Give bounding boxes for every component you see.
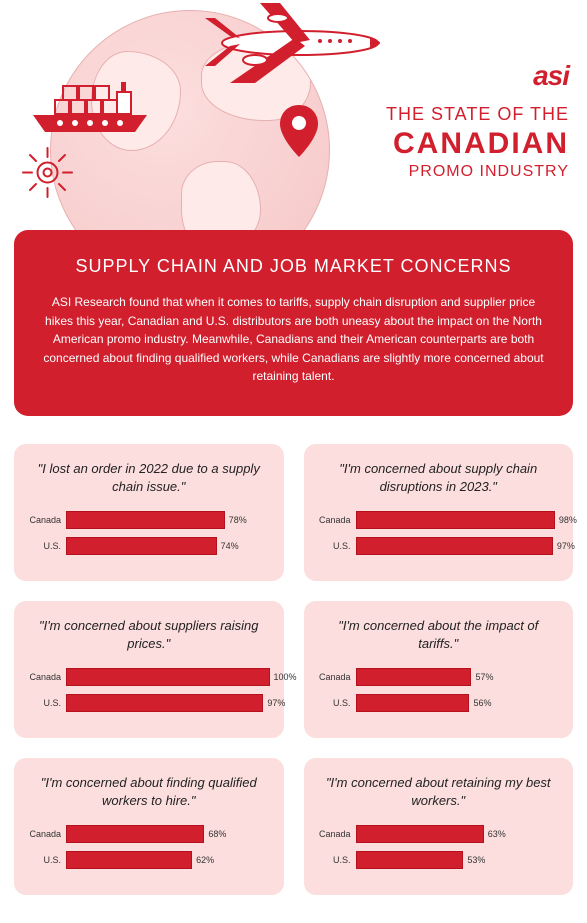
cargo-ship-icon [25, 70, 155, 145]
bar-fill [356, 694, 470, 712]
bar-row: U.S. 62% [28, 851, 270, 869]
bar-category-label: Canada [318, 672, 356, 682]
bar-fill [356, 668, 472, 686]
location-pin-icon [280, 105, 318, 162]
chart-grid: "I lost an order in 2022 due to a supply… [0, 444, 587, 923]
chart-card: "I'm concerned about retaining my best w… [304, 758, 574, 895]
chart-statement: "I'm concerned about retaining my best w… [318, 774, 560, 809]
bar-track: 78% [66, 511, 270, 529]
chart-statement: "I'm concerned about supply chain disrup… [318, 460, 560, 495]
bar-fill [66, 851, 192, 869]
bar-fill [66, 668, 270, 686]
bar-row: U.S.97% [28, 694, 270, 712]
bar-category-label: Canada [28, 672, 66, 682]
bar-value-label: 68% [208, 829, 226, 839]
bar-track: 62% [66, 851, 270, 869]
bar-category-label: U.S. [28, 541, 66, 551]
bar-category-label: U.S. [28, 855, 66, 865]
bar-category-label: Canada [28, 515, 66, 525]
bar-fill [66, 694, 263, 712]
bar-row: Canada 68% [28, 825, 270, 843]
chart-card: "I'm concerned about the impact of tarif… [304, 601, 574, 738]
bar-track: 53% [356, 851, 560, 869]
bar-value-label: 100% [274, 672, 297, 682]
title-block: asi THE STATE OF THE CANADIAN PROMO INDU… [386, 60, 569, 181]
title-line-1: THE STATE OF THE [386, 104, 569, 125]
bar-fill [66, 511, 225, 529]
chart-statement: "I lost an order in 2022 due to a supply… [28, 460, 270, 495]
bar-row: Canada100% [28, 668, 270, 686]
bar-row: U.S.97% [318, 537, 560, 555]
bar-value-label: 57% [475, 672, 493, 682]
bar-row: Canada98% [318, 511, 560, 529]
bar-category-label: U.S. [318, 541, 356, 551]
bar-fill [66, 537, 217, 555]
bar-track: 57% [356, 668, 560, 686]
bar-category-label: U.S. [318, 855, 356, 865]
title-line-2: CANADIAN [386, 127, 569, 161]
bar-value-label: 98% [559, 515, 577, 525]
bar-category-label: U.S. [318, 698, 356, 708]
bar-fill [356, 851, 464, 869]
bar-track: 68% [66, 825, 270, 843]
bar-track: 97% [356, 537, 560, 555]
chart-statement: "I'm concerned about finding qualified w… [28, 774, 270, 809]
bar-row: U.S. 53% [318, 851, 560, 869]
bar-category-label: Canada [28, 829, 66, 839]
chart-card: "I lost an order in 2022 due to a supply… [14, 444, 284, 581]
bar-value-label: 53% [467, 855, 485, 865]
bar-value-label: 74% [221, 541, 239, 551]
bar-value-label: 97% [267, 698, 285, 708]
airplane-icon [200, 0, 400, 113]
bar-fill [356, 825, 484, 843]
hero-illustration: asi THE STATE OF THE CANADIAN PROMO INDU… [0, 0, 587, 230]
chart-statement: "I'm concerned about the impact of tarif… [318, 617, 560, 652]
bar-value-label: 63% [488, 829, 506, 839]
bar-track: 63% [356, 825, 560, 843]
chart-statement: "I'm concerned about suppliers raising p… [28, 617, 270, 652]
bar-value-label: 56% [473, 698, 491, 708]
chart-card: "I'm concerned about supply chain disrup… [304, 444, 574, 581]
chart-card: "I'm concerned about suppliers raising p… [14, 601, 284, 738]
bar-value-label: 97% [557, 541, 575, 551]
intro-title: SUPPLY CHAIN AND JOB MARKET CONCERNS [38, 256, 549, 277]
bar-value-label: 78% [229, 515, 247, 525]
chart-card: "I'm concerned about finding qualified w… [14, 758, 284, 895]
bar-row: Canada 63% [318, 825, 560, 843]
bar-category-label: Canada [318, 515, 356, 525]
bar-row: Canada 57% [318, 668, 560, 686]
bar-row: U.S. 74% [28, 537, 270, 555]
bar-fill [356, 537, 553, 555]
bar-value-label: 62% [196, 855, 214, 865]
intro-body: ASI Research found that when it comes to… [38, 293, 549, 386]
bar-track: 100% [66, 668, 270, 686]
bar-track: 97% [66, 694, 270, 712]
bar-track: 74% [66, 537, 270, 555]
asi-logo: asi [533, 60, 569, 92]
bar-row: U.S. 56% [318, 694, 560, 712]
gear-icon [20, 145, 75, 205]
bar-fill [356, 511, 555, 529]
bar-category-label: Canada [318, 829, 356, 839]
bar-track: 56% [356, 694, 560, 712]
bar-track: 98% [356, 511, 560, 529]
bar-fill [66, 825, 204, 843]
bar-row: Canada 78% [28, 511, 270, 529]
title-line-3: PROMO INDUSTRY [386, 163, 569, 181]
intro-panel: SUPPLY CHAIN AND JOB MARKET CONCERNS ASI… [14, 230, 573, 416]
bar-category-label: U.S. [28, 698, 66, 708]
